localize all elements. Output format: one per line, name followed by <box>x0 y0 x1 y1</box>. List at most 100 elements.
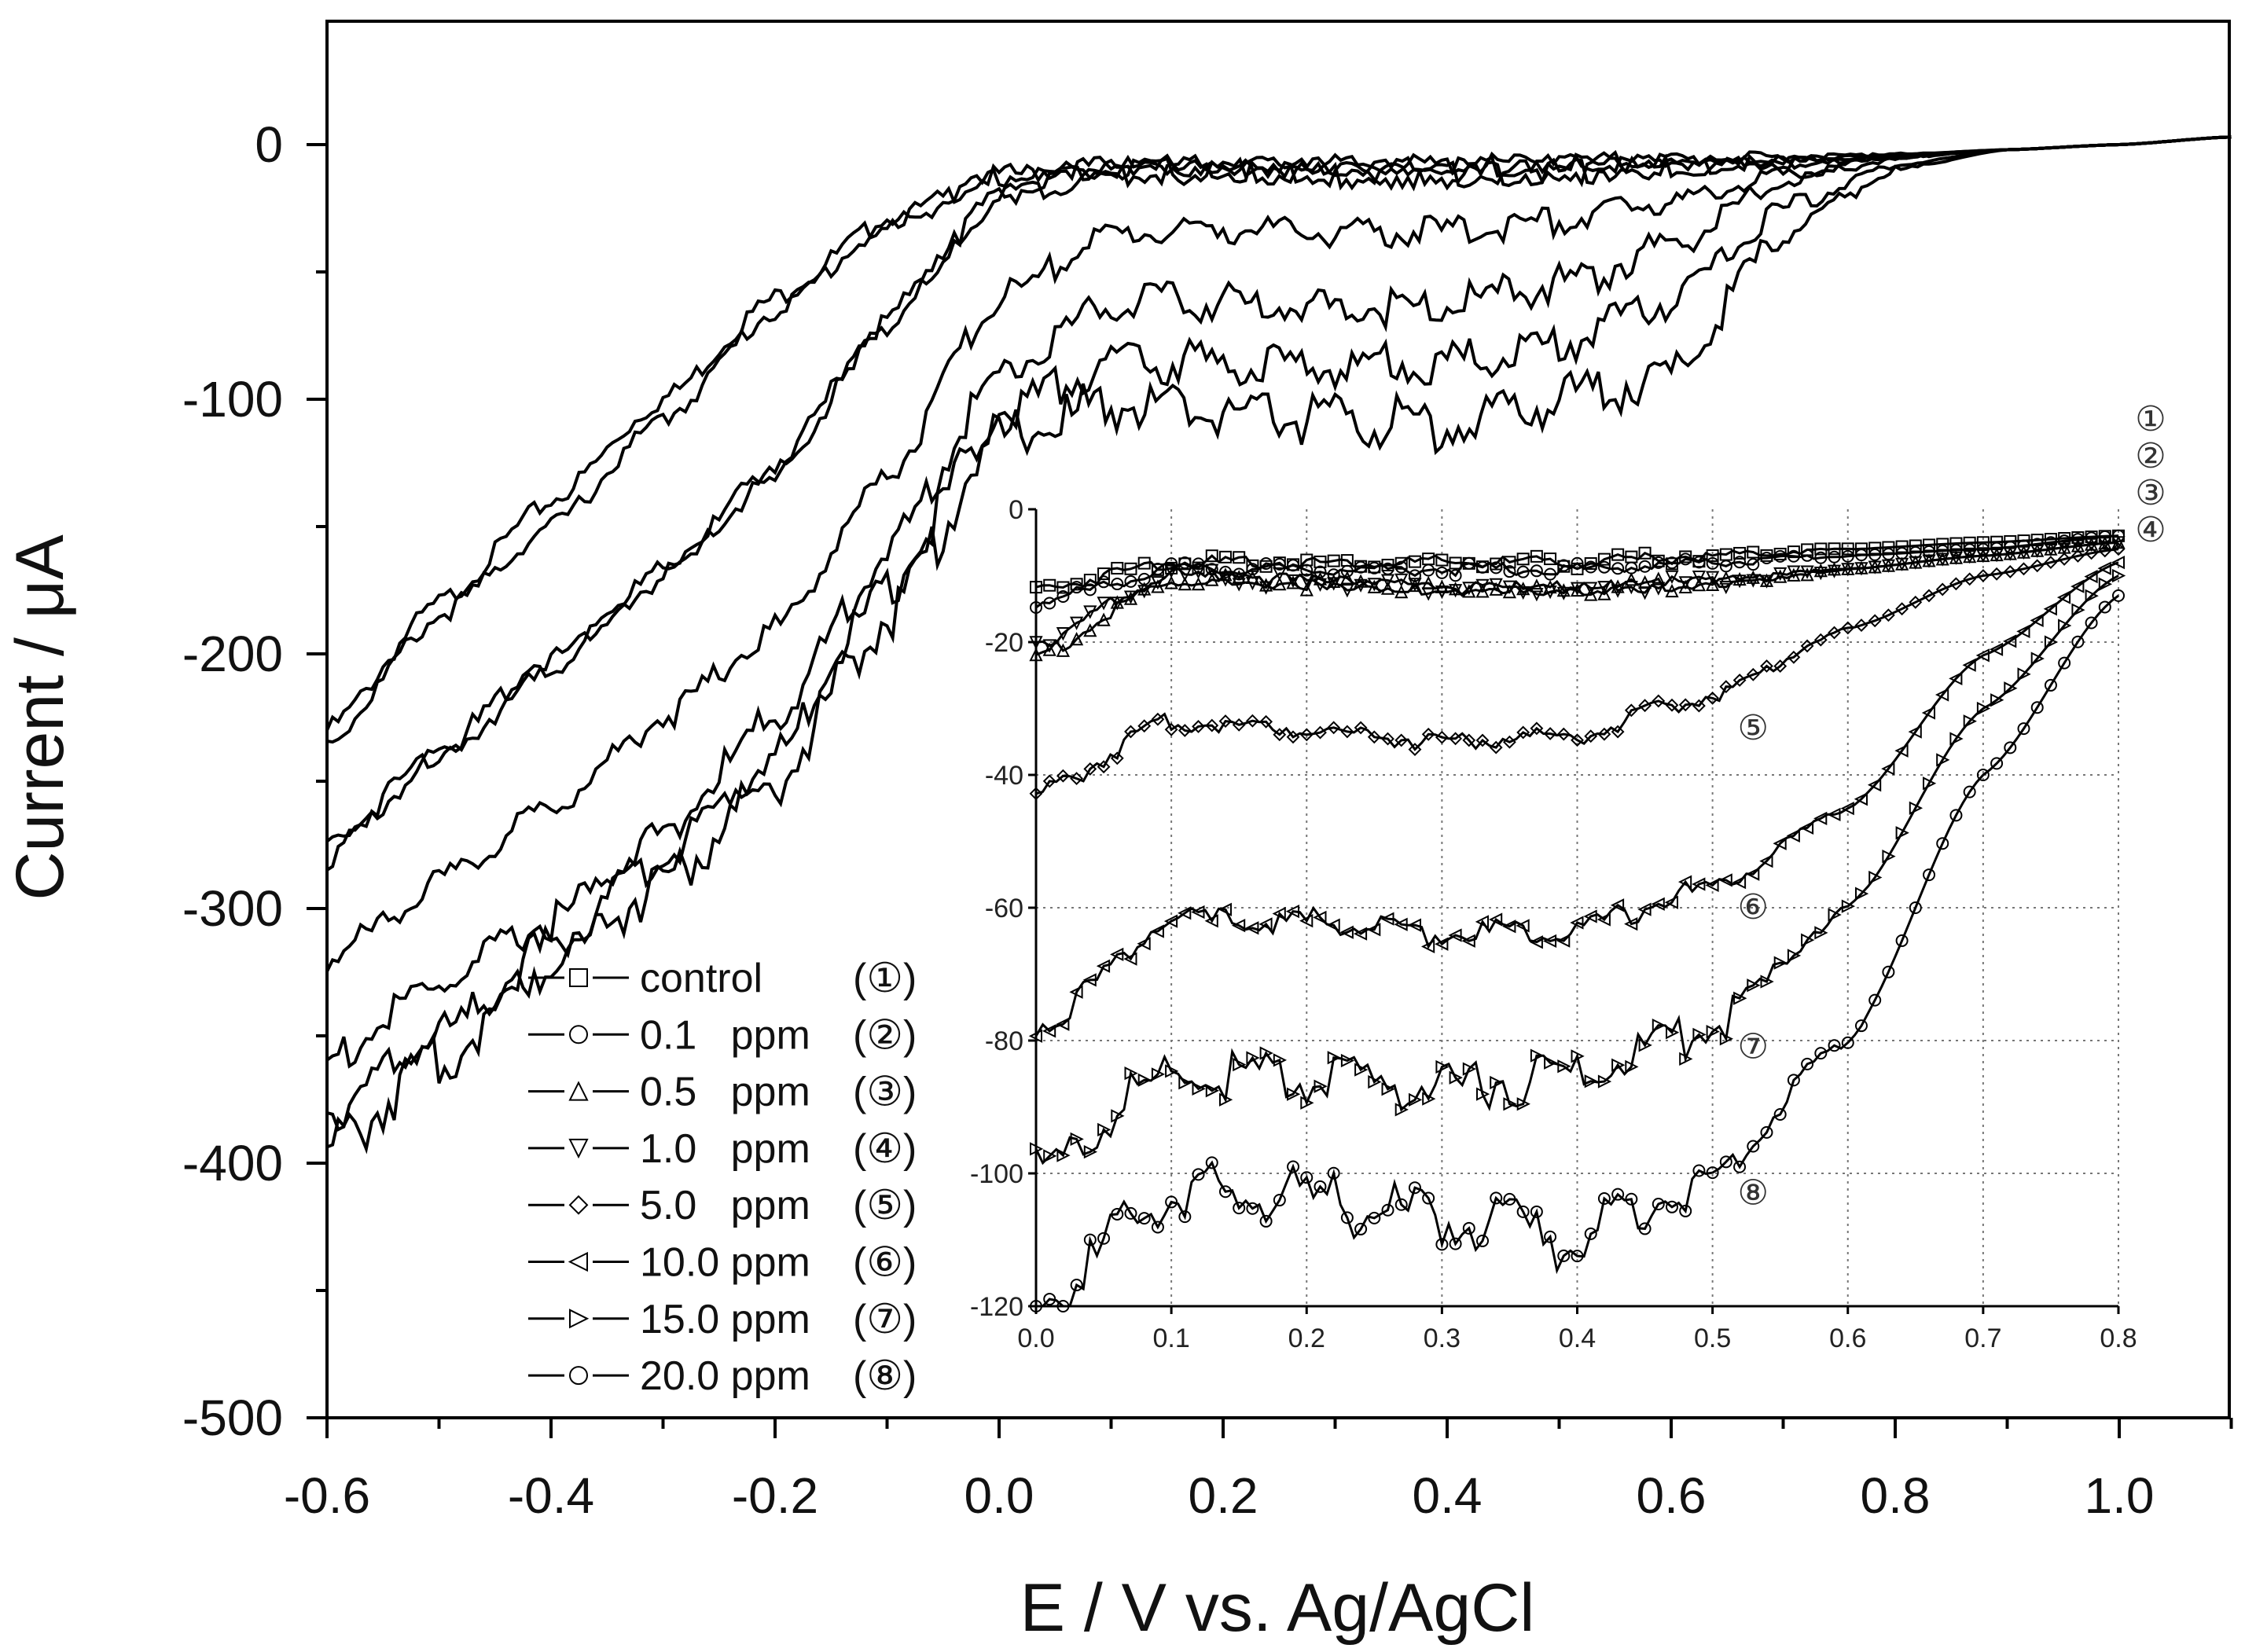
inset-data-point <box>1110 597 1124 611</box>
y-tick-label: -500 <box>182 1390 283 1446</box>
inset-plot: 0.0 0.1 0.2 0.3 0.4 0.5 0.6 0.7 0.8 0 -20 -40 -60 -80… <box>970 400 2166 1353</box>
inset-data-point <box>2017 667 2031 681</box>
inset-data-point <box>1408 555 1421 568</box>
inset-data-point <box>1584 1227 1597 1240</box>
inset-data-point <box>1706 1024 1720 1039</box>
inset-data-point <box>1544 1055 1558 1070</box>
inset-data-point <box>1354 721 1368 735</box>
legend-tag-number: ② <box>866 1012 903 1058</box>
inset-data-point <box>1435 566 1449 579</box>
inset-annotation: ⑤ <box>1738 709 1769 747</box>
legend-marker-icon <box>568 1195 589 1215</box>
inset-data-point <box>1706 549 1719 562</box>
inset-data-point <box>1692 1164 1706 1177</box>
inset-data-point <box>1610 898 1625 912</box>
inset-data-point <box>1097 597 1111 611</box>
inset-y-tick-label: -80 <box>985 1026 1023 1056</box>
inset-data-point <box>2098 577 2113 591</box>
inset-data-point <box>1827 807 1841 822</box>
inset-data-point <box>1542 934 1557 949</box>
legend-item: control (①) <box>528 956 917 1001</box>
inset-data-point <box>1056 769 1070 783</box>
inset-data-point <box>1651 897 1665 911</box>
inset-data-point <box>1097 567 1111 581</box>
inset-data-point <box>1597 553 1611 566</box>
legend-label: 0.5 ppm <box>640 1070 810 1115</box>
inset-data-point <box>1354 1063 1369 1077</box>
legend-item: 0.5 ppm (③) <box>528 1070 917 1115</box>
inset-data-point <box>1205 718 1219 732</box>
inset-data-point <box>1218 714 1233 729</box>
inset-data-point <box>1178 1076 1192 1090</box>
inset-data-point <box>1245 921 1259 935</box>
inset-data-point <box>1976 769 1990 781</box>
inset-data-point <box>1584 1074 1598 1088</box>
inset-data-point <box>1611 1188 1625 1201</box>
inset-data-point <box>1205 549 1218 563</box>
legend-marker-bg <box>564 1023 593 1046</box>
inset-data-point <box>1868 993 1882 1007</box>
inset-data-point <box>1894 743 1909 758</box>
inset-data-point <box>1150 924 1164 938</box>
main-plot: -0.6 -0.4 -0.2 0.0 0.2 0.4 0.6 0.8 1.00-100-200-… <box>182 20 2233 1524</box>
inset-data-point <box>2030 613 2044 628</box>
curve-label: ② <box>2135 437 2166 475</box>
inset-data-point <box>1394 556 1408 570</box>
inset-data-point <box>1841 899 1856 913</box>
inset-data-point <box>1191 905 1205 920</box>
legend-item: 1.0 ppm (④) <box>528 1126 917 1172</box>
inset-y-tick-label: -120 <box>970 1292 1023 1322</box>
inset-data-point <box>1638 560 1652 573</box>
legend-tag-number: ① <box>866 956 903 1001</box>
inset-data-point <box>1259 1214 1273 1228</box>
inset-data-point <box>1989 642 2004 656</box>
inset-series-line <box>1034 575 2119 1166</box>
inset-series-4 <box>1029 536 2126 653</box>
inset-data-point <box>1449 569 1462 582</box>
inset-data-point <box>1666 1026 1680 1040</box>
x-tick-label: 1.0 <box>2085 1467 2155 1524</box>
inset-data-point <box>1110 947 1124 962</box>
inset-data-point <box>1163 914 1178 928</box>
series-line-6 <box>325 135 2232 1069</box>
series-line-8 <box>326 135 2232 1155</box>
inset-series-8 <box>1030 589 2125 1312</box>
inset-data-point <box>2058 619 2072 633</box>
curve-label: ④ <box>2135 511 2166 549</box>
inset-data-point <box>1287 559 1300 572</box>
inset-data-point <box>1801 1057 1814 1070</box>
inset-data-point <box>1747 978 1761 993</box>
inset-y-tick-label: -20 <box>985 628 1023 658</box>
inset-data-point <box>1326 918 1340 932</box>
inset-data-point <box>1664 895 1678 909</box>
plot-frame <box>325 20 2231 1419</box>
y-tick-label: -300 <box>182 880 283 937</box>
inset-data-point <box>1476 1234 1490 1247</box>
inset-x-tick-label: 0.6 <box>1829 1323 1866 1353</box>
inset-data-point <box>1760 659 1773 673</box>
inset-data-point <box>1192 557 1205 571</box>
inset-data-point <box>1165 1064 1179 1078</box>
inset-data-point <box>1327 721 1341 735</box>
inset-data-point <box>1733 546 1747 560</box>
legend: control (①) 0.1 ppm (②) 0.5 ppm (③) 1.0 ppm (④)… <box>528 956 917 1399</box>
inset-data-point <box>1692 1027 1707 1042</box>
y-tick-label: 0 <box>255 116 283 173</box>
inset-data-point <box>1881 762 1895 776</box>
legend-marker-icon <box>569 968 588 987</box>
inset-data-point <box>1353 927 1368 941</box>
inset-data-point <box>1300 1171 1314 1184</box>
inset-data-point <box>2084 569 2098 584</box>
inset-data-point <box>1096 959 1111 973</box>
inset-data-point <box>1056 589 1070 603</box>
inset-data-point <box>1854 792 1868 806</box>
inset-data-point <box>1923 776 1937 791</box>
x-tick-label: 0.8 <box>1861 1467 1931 1524</box>
inset-x-tick-label: 0.0 <box>1017 1323 1054 1353</box>
legend-item: 0.1 ppm (②) <box>528 1012 917 1058</box>
inset-data-point <box>1584 560 1597 574</box>
inset-series-5 <box>1029 542 2126 801</box>
inset-data-point <box>1692 877 1706 891</box>
inset-data-point <box>1692 556 1706 569</box>
